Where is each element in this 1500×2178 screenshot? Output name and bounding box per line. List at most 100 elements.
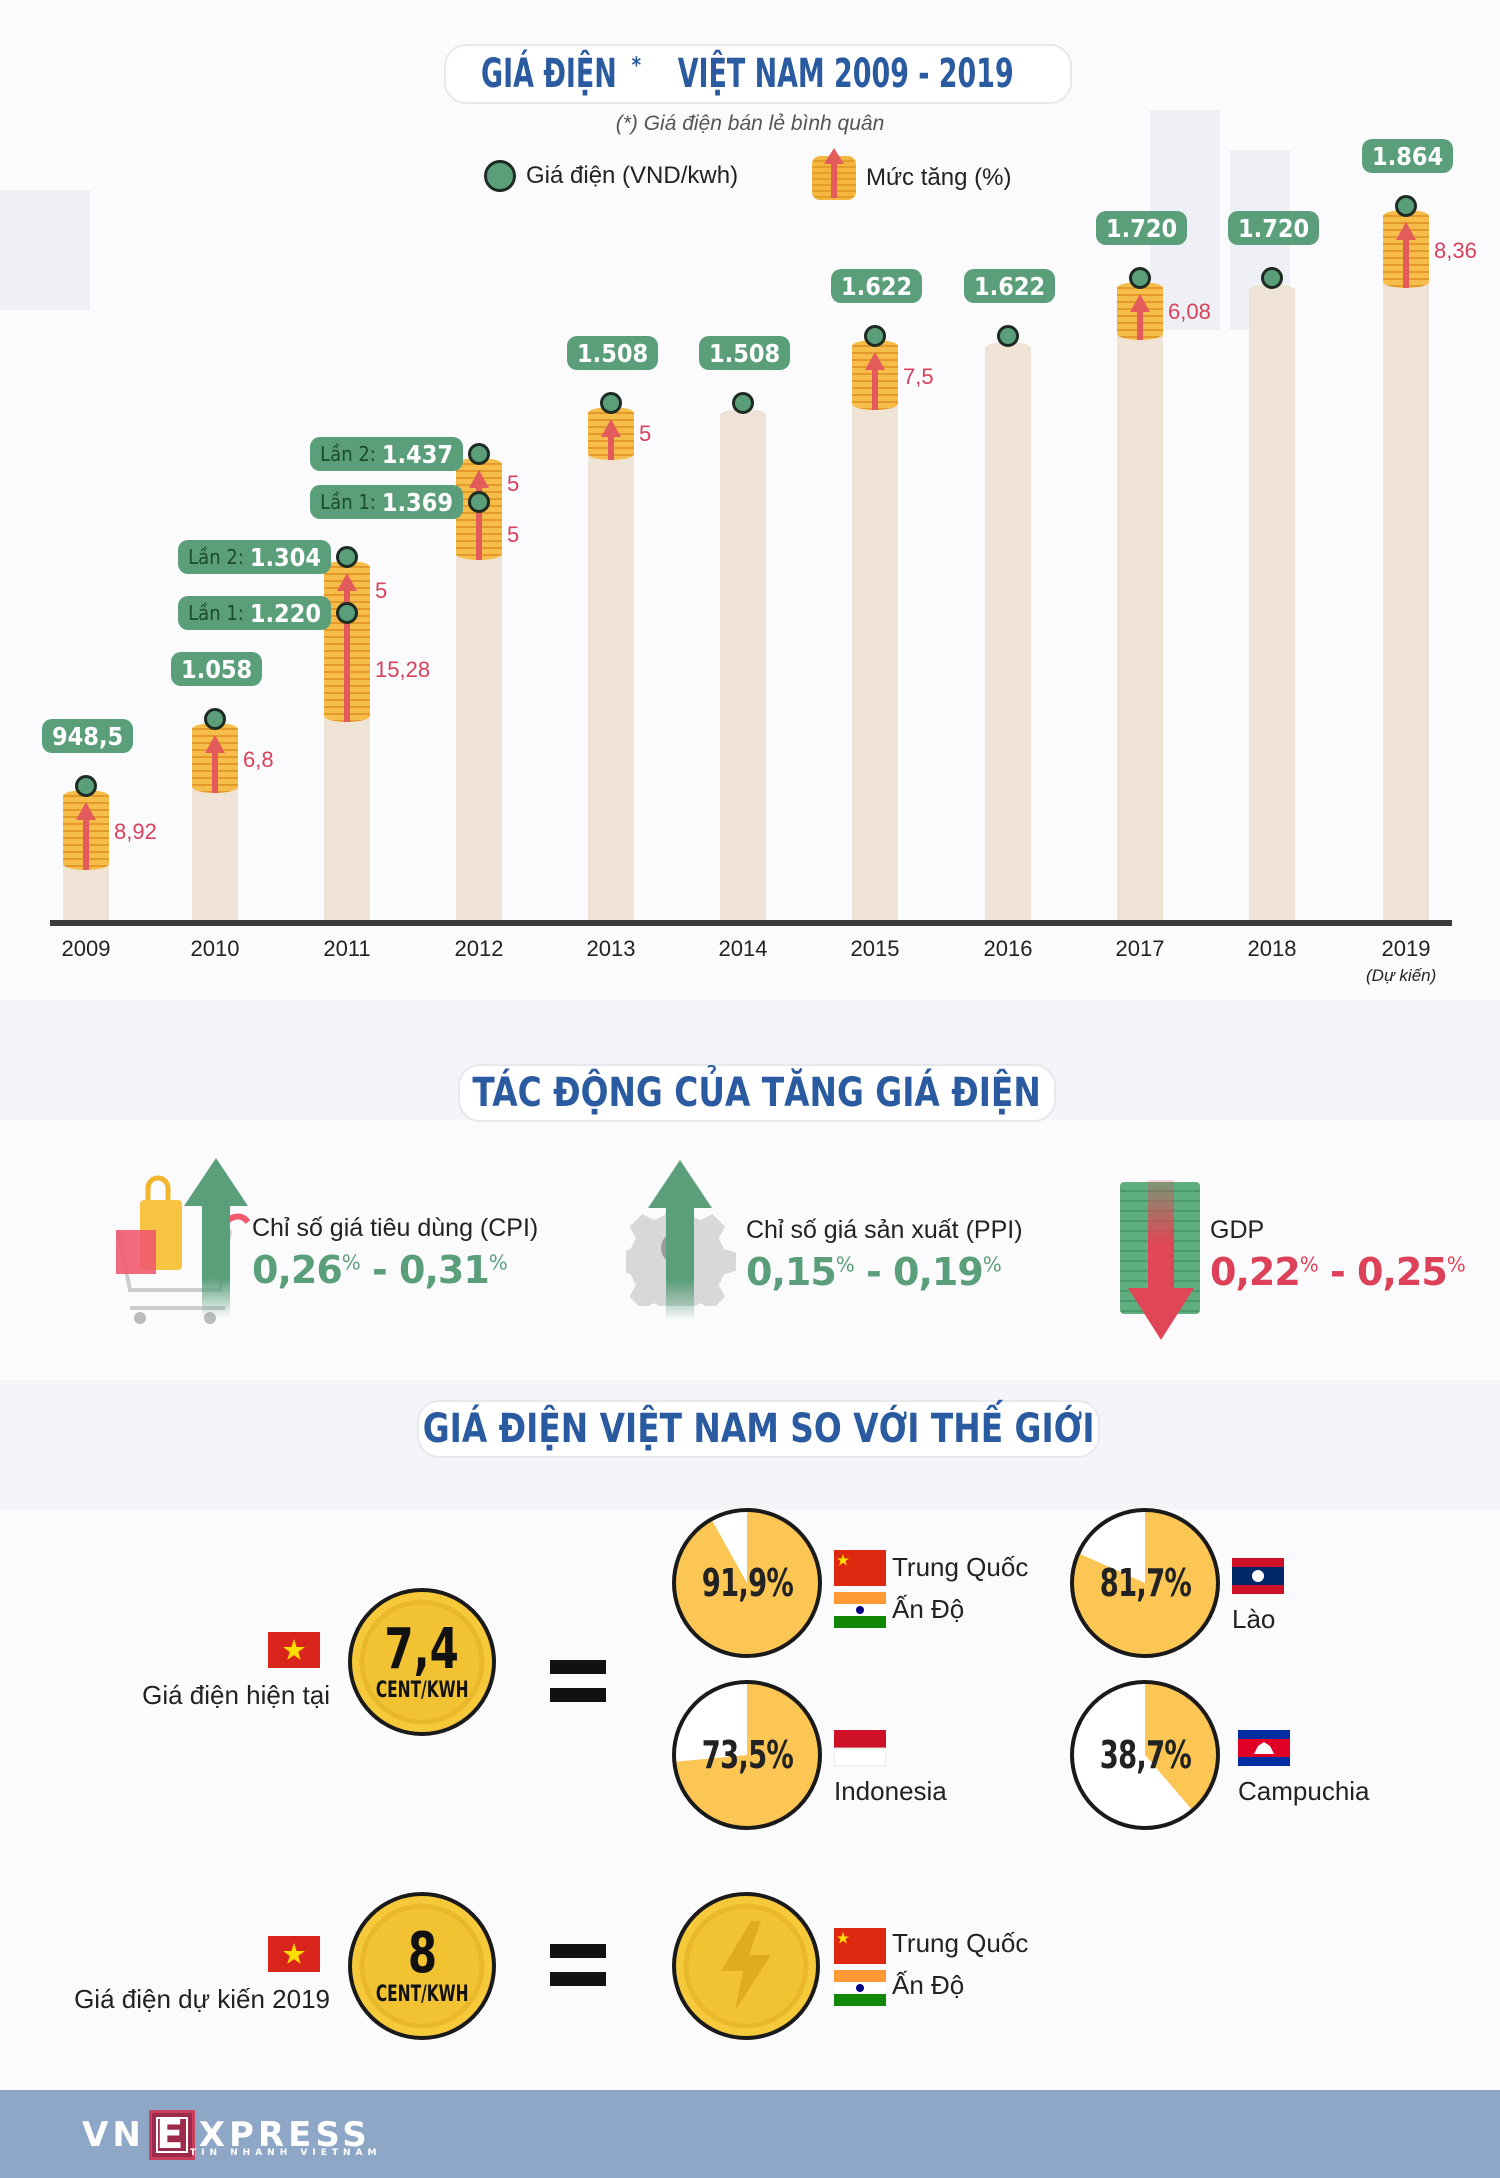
vnexpress-logo[interactable]: VN E XPRESS TIN NHANH VIETNAM [82, 2110, 382, 2160]
bar-2019 [1383, 212, 1429, 920]
vietnam-flag-icon [268, 1632, 320, 1668]
equals-sign [550, 1660, 606, 1716]
increase-percent: 8,36 [1434, 238, 1477, 264]
increase-percent: 15,28 [375, 657, 431, 682]
country-laos: Lào [1232, 1604, 1276, 1634]
price-dot-icon [1129, 267, 1151, 289]
pie-percent: 81,7% [1099, 1561, 1191, 1605]
increase-percent: 5 [375, 578, 388, 603]
increase-arrow-head-icon [469, 470, 489, 488]
year-label: 2010 [190, 936, 240, 961]
increase-arrow-head-icon [1130, 294, 1150, 312]
price-label: Lần 1: 1.369 [310, 485, 463, 519]
price-label: Lần 2: 1.304 [178, 540, 331, 574]
year-label: 2014 [718, 936, 768, 961]
increase-arrow-head-icon [865, 352, 885, 370]
x-axis [50, 920, 1452, 926]
pie-china: 91,9% [672, 1508, 822, 1658]
down-arrow-icon [1128, 1180, 1194, 1340]
year-label: 2009 [61, 936, 111, 961]
year-label: 2017 [1115, 936, 1165, 961]
pie-cambodia: 38,7% [1070, 1680, 1220, 1830]
pie-percent: 73,5% [701, 1733, 793, 1777]
forecast-price-coin: 8 CENT/KWH [348, 1892, 496, 2040]
laos-flag-icon [1232, 1558, 1284, 1594]
footnote: (*) Giá điện bán lẻ bình quân [615, 112, 885, 135]
legend-price: Giá điện (VND/kwh) [484, 160, 738, 192]
price-label: 1.864 [1362, 139, 1454, 173]
price-dot-icon [1395, 195, 1417, 217]
increase-arrow-head-icon [337, 573, 357, 591]
increase-arrow-icon [608, 437, 614, 460]
country-cambodia: Campuchia [1238, 1776, 1370, 1806]
cambodia-flag-icon [1238, 1730, 1290, 1766]
india-flag-icon [834, 1970, 886, 2006]
increase-percent: 8,92 [114, 819, 157, 845]
indonesia-flag-icon [834, 1730, 886, 1766]
year-label: 2018 [1247, 936, 1297, 961]
green-dot-icon [484, 160, 516, 192]
footer [0, 2090, 1500, 2178]
up-arrow-icon [648, 1160, 712, 1320]
price-label: 1.058 [171, 652, 263, 686]
price-label: 1.508 [567, 336, 659, 370]
increase-arrow-icon [1403, 240, 1409, 288]
increase-arrow-icon [212, 753, 218, 793]
price-label: Lần 2: 1.437 [310, 437, 463, 471]
pie-laos: 81,7% [1070, 1508, 1220, 1658]
legend-increase: Mức tăng (%) [812, 148, 1012, 200]
legend-increase-label: Mức tăng (%) [866, 164, 1012, 191]
price-dot-icon [75, 775, 97, 797]
forecast-price-value: 8 [407, 1920, 437, 1986]
india-flag-icon [834, 1592, 886, 1628]
price-dot-icon [468, 443, 490, 465]
forecast-price-unit: CENT/KWH [375, 1981, 469, 2007]
increase-arrow-head-icon [205, 735, 225, 753]
current-price-coin: 7,4 CENT/KWH [348, 1588, 496, 1736]
price-dot-icon [468, 491, 490, 513]
cpi-label: Chỉ số giá tiêu dùng (CPI) [252, 1214, 539, 1242]
bar-2017 [1117, 284, 1163, 920]
price-dot-icon [1261, 267, 1283, 289]
china-flag-icon [834, 1550, 886, 1586]
year-label: 2012 [454, 936, 504, 961]
impact-section-title: TÁC ĐỘNG CỦA TĂNG GIÁ ĐIỆN [458, 1064, 1056, 1122]
price-dot-icon [336, 602, 358, 624]
country-china: Trung Quốc [892, 1928, 1029, 1958]
cpi-value: 0,26% - 0,31% [252, 1248, 508, 1292]
country-china: Trung Quốc [892, 1552, 1029, 1582]
pie-indonesia: 73,5% [672, 1680, 822, 1830]
increase-percent: 6,08 [1168, 299, 1211, 325]
increase-arrow-head-icon [601, 419, 621, 437]
price-label: 1.720 [1228, 211, 1320, 245]
pie-percent: 91,9% [701, 1561, 793, 1605]
year-label: 2016 [983, 936, 1033, 961]
legend-price-label: Giá điện (VND/kwh) [526, 162, 739, 189]
increase-percent: 6,8 [243, 746, 274, 772]
vietnam-flag-icon [268, 1936, 320, 1972]
forecast-note: (Dự kiến) [1366, 966, 1437, 985]
year-label: 2013 [586, 936, 636, 961]
current-price-unit: CENT/KWH [375, 1677, 469, 1703]
china-flag-icon [834, 1928, 886, 1964]
price-label: 948,5 [42, 719, 134, 753]
bar-2013 [588, 409, 634, 920]
country-india: Ấn Độ [892, 1594, 965, 1624]
price-dot-icon [600, 392, 622, 414]
bar-2015 [852, 342, 898, 920]
ppi-label: Chỉ số giá sản xuất (PPI) [746, 1216, 1023, 1244]
skyline-decoration [0, 190, 90, 310]
price-label: 1.622 [831, 269, 923, 303]
increase-percent: 7,5 [903, 363, 934, 389]
price-dot-icon [997, 325, 1019, 347]
year-label: 2019 [1381, 936, 1431, 961]
gdp-value: 0,22% - 0,25% [1210, 1250, 1466, 1294]
ppi-value: 0,15% - 0,19% [746, 1250, 1002, 1294]
bar-2018 [1249, 284, 1295, 920]
increase-percent: 5 [507, 471, 520, 496]
increase-arrow-icon [83, 820, 89, 870]
shopping-cart-icon [116, 1175, 251, 1324]
increase-arrow-icon [1137, 312, 1143, 340]
increase-arrow-head-icon [76, 802, 96, 820]
price-dot-icon [864, 325, 886, 347]
